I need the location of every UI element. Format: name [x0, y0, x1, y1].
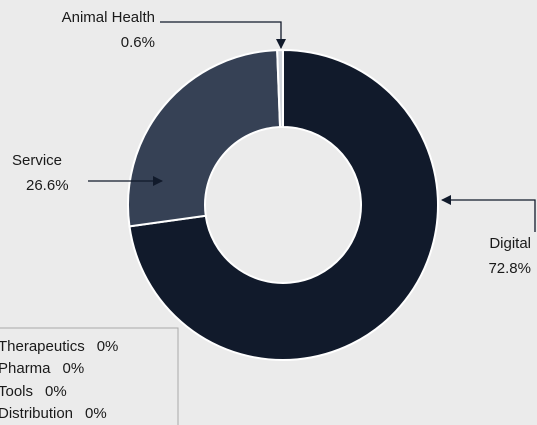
callout-line	[441, 195, 536, 232]
legend-box	[0, 327, 179, 425]
legend-entry: Tools 0%	[0, 383, 67, 400]
legend-value: 0%	[63, 360, 85, 377]
legend-name: Distribution	[0, 405, 73, 422]
callout-label: Animal Health	[62, 9, 155, 26]
legend-entry: Pharma 0%	[0, 360, 84, 377]
callout-value: 0.6%	[121, 34, 155, 51]
legend-value: 0%	[45, 383, 67, 400]
slice	[128, 48, 439, 361]
legend-name: Tools	[0, 383, 33, 400]
legend-value: 0%	[85, 405, 107, 422]
legend-name: Therapeutics	[0, 338, 85, 355]
callout-label: Digital	[489, 235, 531, 252]
callout-value: 72.8%	[488, 260, 531, 277]
slice	[127, 49, 282, 228]
legend-name: Pharma	[0, 360, 51, 377]
legend-entry: Distribution 0%	[0, 405, 107, 422]
callout-value: 26.6%	[26, 177, 69, 194]
callout-line	[160, 21, 286, 49]
callout-label: Service	[12, 152, 62, 169]
legend-entry: Therapeutics 0%	[0, 338, 118, 355]
legend-value: 0%	[97, 338, 119, 355]
